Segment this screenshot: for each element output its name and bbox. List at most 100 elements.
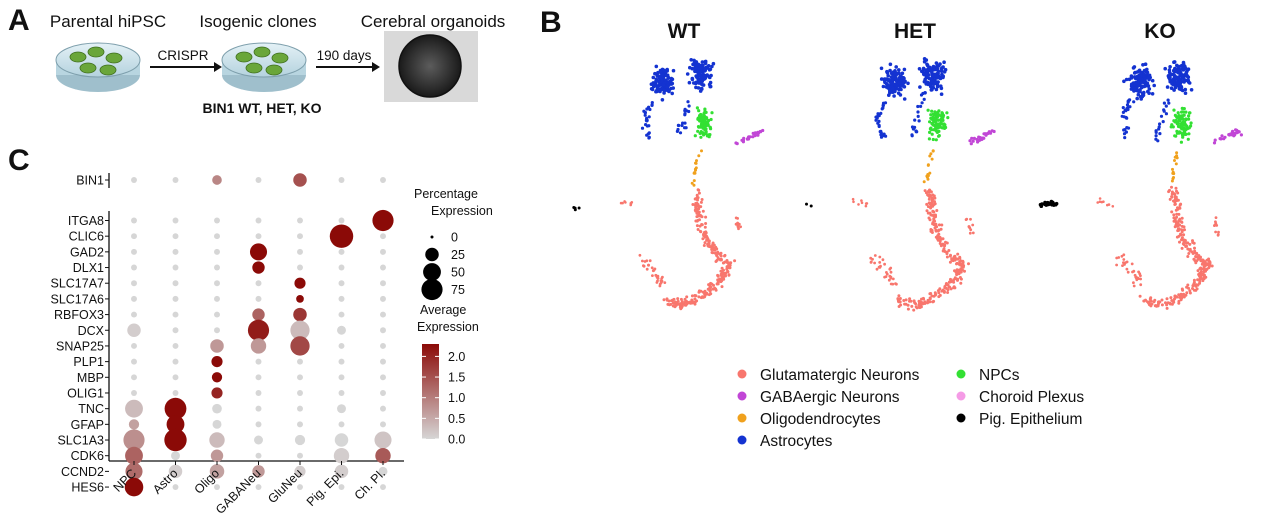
umap-point	[1139, 85, 1144, 90]
umap-point	[741, 138, 746, 142]
umap-point	[968, 231, 972, 235]
umap-point	[697, 289, 701, 293]
umap-point	[881, 84, 886, 89]
umap-point	[694, 161, 698, 165]
dot	[249, 243, 268, 261]
umap-point	[1177, 87, 1182, 91]
umap-point	[1125, 103, 1130, 107]
petri-dish-icon	[55, 42, 141, 92]
umap-point	[704, 110, 708, 114]
dot	[255, 295, 262, 302]
umap-point	[1189, 88, 1194, 92]
umap-point	[696, 86, 701, 90]
arrow-crispr-label: CRISPR	[157, 48, 208, 63]
dot	[255, 217, 262, 224]
umap-point	[705, 117, 709, 121]
umap-point	[1176, 198, 1180, 202]
umap-point	[877, 123, 881, 127]
dot	[297, 421, 303, 428]
umap-point	[958, 276, 962, 279]
umap-point	[1137, 76, 1141, 80]
umap-point	[932, 210, 936, 214]
umap-point	[1054, 201, 1059, 206]
umap-point	[1205, 258, 1209, 262]
umap-point	[879, 66, 884, 71]
dot	[380, 405, 386, 412]
umap-point	[694, 168, 697, 172]
umap-point	[1170, 210, 1174, 214]
umap-point	[1178, 206, 1182, 210]
umap-point	[1049, 202, 1053, 206]
umap-point	[1178, 203, 1182, 207]
umap-point	[1175, 189, 1178, 193]
umap-point	[716, 251, 720, 255]
umap-point	[1134, 80, 1138, 85]
umap-point	[1186, 75, 1191, 79]
umap-point	[1126, 270, 1130, 274]
umap-point	[1168, 65, 1172, 69]
umap-point	[950, 257, 954, 261]
umap-point	[946, 116, 950, 120]
umap-point	[902, 97, 907, 101]
dot	[131, 177, 137, 183]
umap-point	[860, 201, 864, 205]
umap-point	[1176, 111, 1180, 115]
clone-caption: BIN1 WT, HET, KO	[202, 100, 321, 116]
umap-point	[699, 86, 704, 91]
umap-point	[705, 123, 710, 127]
umap-point	[897, 71, 901, 76]
dot	[255, 484, 262, 491]
umap-point	[934, 121, 938, 126]
dot	[131, 264, 137, 271]
umap-point	[737, 227, 740, 231]
dot	[374, 431, 392, 449]
svg-text:Oligodendrocytes: Oligodendrocytes	[760, 411, 881, 428]
umap-point	[701, 116, 705, 120]
umap-point	[1202, 267, 1206, 270]
umap-point	[890, 86, 895, 91]
umap-point	[1125, 267, 1129, 271]
umap-point	[1139, 274, 1142, 278]
dot	[338, 342, 345, 349]
umap-point	[925, 202, 929, 206]
umap-point	[959, 281, 963, 285]
umap-point	[696, 116, 700, 120]
umap-point	[891, 90, 895, 94]
gene-label: BIN1	[76, 174, 104, 188]
umap-point	[955, 261, 959, 265]
umap-point	[1216, 233, 1220, 236]
gene-label: OLIG1	[67, 386, 104, 400]
svg-text:NPCs: NPCs	[979, 367, 1020, 384]
umap-point	[1177, 68, 1182, 73]
umap-point	[695, 106, 700, 110]
umap-point	[1182, 295, 1186, 299]
umap-point	[945, 111, 949, 115]
size-legend-dot	[423, 263, 441, 281]
umap-point	[956, 268, 960, 272]
umap-point	[953, 254, 957, 258]
umap-point	[1172, 73, 1177, 78]
umap-point	[915, 306, 919, 310]
umap-point	[700, 78, 704, 82]
umap-point	[1201, 261, 1205, 265]
umap-point	[707, 243, 711, 247]
dot	[164, 428, 187, 452]
umap-point	[680, 123, 684, 128]
umap-point	[931, 197, 935, 201]
dot	[337, 404, 346, 414]
umap-point	[922, 97, 926, 101]
dot	[171, 451, 180, 461]
umap-point	[1102, 200, 1105, 203]
gene-label: TNC	[78, 402, 104, 416]
umap-point	[696, 203, 700, 206]
umap-point	[648, 259, 652, 263]
umap-point	[1123, 136, 1127, 140]
umap-point	[697, 207, 701, 211]
gene-label: SLC1A3	[57, 434, 104, 448]
umap-point	[941, 118, 945, 122]
dot	[297, 248, 303, 255]
legend-item-astrocytes: Astrocytes	[737, 433, 833, 450]
color-legend-label: 0.0	[448, 433, 465, 447]
umap-point	[1159, 114, 1164, 118]
dot	[172, 390, 179, 396]
